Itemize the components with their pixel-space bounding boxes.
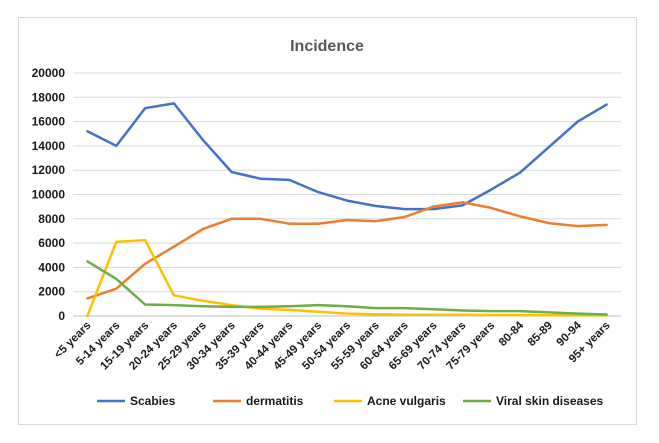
y-axis-tick-labels: 0 2000 4000 6000 8000 10000 12000 14000 16000 180… xyxy=(32,66,66,323)
legend-label: Viral skin diseases xyxy=(496,394,604,408)
chart-title: Incidence xyxy=(290,38,364,55)
y-tick-label: 0 xyxy=(58,309,65,323)
x-tick-label: 85-89 xyxy=(526,320,555,349)
series-line-2 xyxy=(86,238,608,318)
series-line-3 xyxy=(86,260,608,316)
chart-frame: Incidence 0 2000 4000 6000 8000 10000 12000 140… xyxy=(18,17,637,425)
y-tick-label: 10000 xyxy=(32,188,66,202)
legend-label: Scabies xyxy=(130,394,176,408)
series-lines xyxy=(86,102,608,318)
line-chart: Incidence 0 2000 4000 6000 8000 10000 12000 140… xyxy=(32,38,621,408)
y-tick-label: 14000 xyxy=(32,139,66,153)
legend-label: Acne vulgaris xyxy=(367,394,446,408)
y-tick-label: 20000 xyxy=(32,66,66,80)
y-tick-label: 18000 xyxy=(32,90,66,104)
legend: Scabies dermatitis Acne vulgaris Viral skin… xyxy=(97,394,604,408)
y-tick-label: 2000 xyxy=(38,285,65,299)
series-line-0 xyxy=(86,102,608,211)
y-tick-label: 8000 xyxy=(38,212,65,226)
legend-label: dermatitis xyxy=(246,394,304,408)
y-tick-label: 4000 xyxy=(38,260,65,274)
x-tick-label: 80-84 xyxy=(497,319,527,349)
y-tick-label: 16000 xyxy=(32,115,66,129)
series-line-1 xyxy=(86,201,608,300)
y-tick-label: 12000 xyxy=(32,163,66,177)
y-tick-label: 6000 xyxy=(38,236,65,250)
gridlines xyxy=(73,72,621,317)
